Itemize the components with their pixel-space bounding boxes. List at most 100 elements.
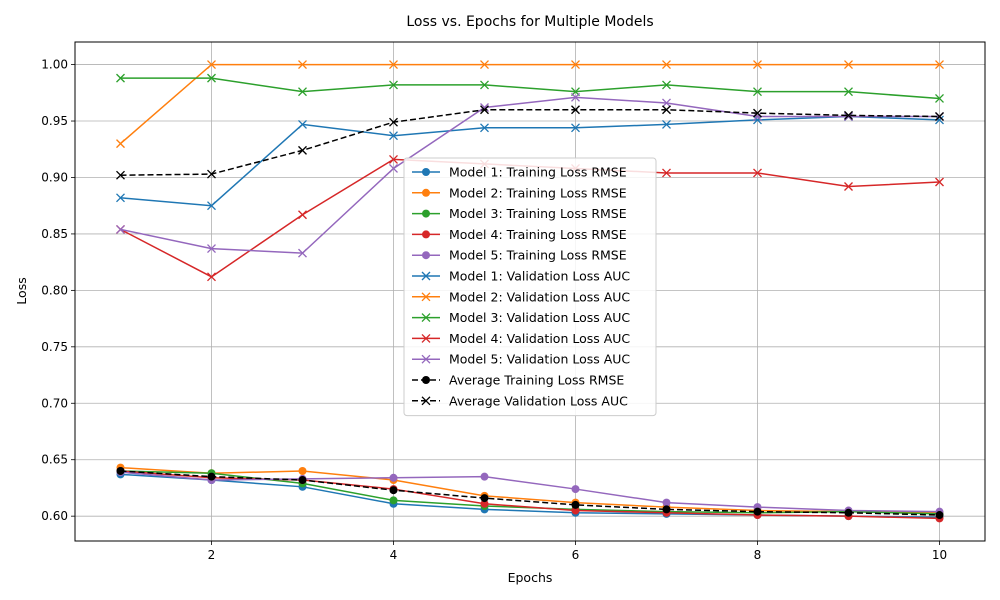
legend-marker	[422, 230, 430, 239]
data-point	[480, 60, 489, 70]
data-point	[116, 193, 125, 203]
legend-label: Model 1: Training Loss RMSE	[449, 165, 627, 180]
x-tick-label: 6	[572, 548, 580, 562]
legend-marker	[421, 333, 431, 343]
data-point	[207, 169, 216, 179]
legend-label: Model 5: Training Loss RMSE	[449, 248, 627, 263]
legend-entry: Model 1: Validation Loss AUC	[412, 269, 630, 284]
data-point	[116, 73, 125, 83]
legend-label: Model 1: Validation Loss AUC	[449, 269, 630, 284]
series-12	[116, 105, 944, 180]
data-point	[207, 472, 216, 481]
y-tick-label: 0.85	[41, 227, 68, 241]
series-4	[116, 467, 944, 523]
legend-label: Model 2: Validation Loss AUC	[449, 289, 630, 304]
legend-box	[403, 157, 657, 417]
data-point	[571, 92, 580, 102]
legend-label: Model 4: Training Loss RMSE	[449, 227, 627, 242]
data-point	[207, 244, 216, 254]
x-tick-label: 10	[932, 548, 947, 562]
legend-marker	[421, 354, 431, 364]
legend-label: Model 4: Validation Loss AUC	[449, 331, 630, 346]
data-point	[753, 112, 762, 121]
legend-entry: Average Training Loss RMSE	[412, 373, 624, 388]
data-point	[662, 60, 671, 70]
data-point	[753, 87, 762, 97]
legend-entry: Average Validation Loss AUC	[412, 393, 628, 408]
data-point	[571, 60, 580, 70]
data-point	[389, 154, 398, 164]
data-point	[207, 73, 216, 83]
data-point	[662, 168, 671, 178]
data-point	[389, 60, 398, 70]
series-3	[116, 467, 944, 518]
y-axis: 0.60 0.65 0.70 0.75 0.80 0.85 0.90 0.95 1.00	[41, 58, 75, 523]
data-point	[480, 494, 489, 503]
data-point	[662, 119, 671, 129]
data-point	[389, 486, 398, 495]
data-point	[662, 498, 671, 507]
data-point	[753, 108, 762, 118]
data-point	[662, 505, 671, 514]
legend-entry: Model 3: Validation Loss AUC	[412, 310, 630, 325]
data-point	[298, 210, 307, 220]
data-point	[389, 131, 398, 141]
series-10	[116, 92, 944, 258]
data-point	[844, 182, 853, 191]
x-tick-label: 4	[390, 548, 398, 562]
data-point	[480, 105, 489, 115]
legend-entry: Model 5: Validation Loss AUC	[412, 352, 630, 367]
legend-marker	[422, 188, 430, 197]
data-point	[298, 87, 307, 97]
data-point	[935, 60, 944, 70]
legend-label: Model 3: Training Loss RMSE	[449, 206, 627, 221]
x-axis: 2 4 6 8 10	[208, 541, 947, 562]
data-point	[844, 508, 853, 517]
data-point	[935, 511, 944, 520]
legend-marker	[421, 292, 431, 302]
legend-entry: Model 2: Validation Loss AUC	[412, 289, 630, 304]
data-point	[480, 80, 489, 90]
legend-entry: Model 4: Validation Loss AUC	[412, 331, 630, 346]
legend: Model 1: Training Loss RMSE Model 2: Trai…	[403, 157, 657, 417]
legend-label: Average Training Loss RMSE	[449, 373, 624, 388]
data-point	[389, 496, 398, 505]
legend-marker	[422, 209, 430, 218]
data-point	[753, 507, 762, 516]
data-point	[298, 476, 307, 485]
data-point	[116, 467, 125, 476]
data-point	[753, 60, 762, 70]
chart-title: Loss vs. Epochs for Multiple Models	[406, 14, 653, 30]
series-line	[120, 96, 940, 254]
series-line	[120, 115, 940, 207]
x-tick-label: 8	[754, 548, 762, 562]
data-point	[116, 170, 125, 180]
y-tick-label: 1.00	[41, 58, 68, 72]
x-tick-label: 2	[208, 548, 216, 562]
data-point	[480, 472, 489, 481]
y-tick-label: 0.95	[41, 114, 68, 128]
legend-entry: Model 3: Training Loss RMSE	[412, 206, 627, 221]
data-point	[116, 139, 125, 149]
series-line	[120, 471, 940, 513]
data-point	[298, 119, 307, 129]
data-point	[116, 224, 125, 234]
legend-entry: Model 5: Training Loss RMSE	[412, 248, 627, 263]
data-point	[571, 500, 580, 509]
legend-marker	[422, 376, 430, 384]
legend-label: Average Validation Loss AUC	[449, 393, 628, 408]
data-point	[298, 467, 307, 476]
series-line	[120, 63, 940, 145]
data-point	[571, 123, 580, 133]
data-point	[935, 112, 944, 121]
y-tick-label: 0.70	[41, 396, 68, 410]
series-line	[120, 470, 940, 516]
series-7	[116, 60, 944, 149]
legend-entry: Model 4: Training Loss RMSE	[412, 227, 627, 242]
legend-entry: Model 2: Training Loss RMSE	[412, 185, 627, 200]
data-point	[207, 201, 216, 211]
data-point	[662, 98, 671, 108]
y-tick-label: 0.60	[41, 509, 68, 523]
data-point	[480, 123, 489, 133]
